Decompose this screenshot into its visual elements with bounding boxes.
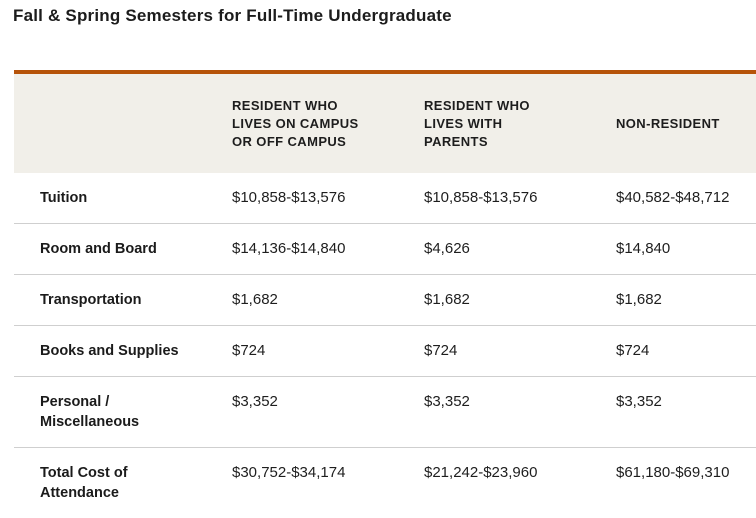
cell-tuition-resident-parents: $10,858-$13,576 [398,173,590,224]
row-label-tuition: Tuition [14,173,206,224]
cell-room-non-resident: $14,840 [590,224,756,275]
row-label-books-and-supplies: Books and Supplies [14,326,206,377]
row-label-room-and-board: Room and Board [14,224,206,275]
cell-personal-non-resident: $3,352 [590,377,756,448]
cost-table-section: RESIDENT WHO LIVES ON CAMPUS OR OFF CAMP… [14,70,756,518]
cell-books-resident-parents: $724 [398,326,590,377]
cell-tuition-non-resident: $40,582-$48,712 [590,173,756,224]
column-header-blank [14,72,206,173]
column-header-non-resident: NON-RESIDENT [590,72,756,173]
cell-transportation-resident-campus: $1,682 [206,275,398,326]
cell-total-non-resident: $61,180-$69,310 [590,448,756,518]
cell-transportation-resident-parents: $1,682 [398,275,590,326]
row-label-total-cost: Total Cost of Attendance [14,448,206,518]
row-label-transportation: Transportation [14,275,206,326]
cell-room-resident-parents: $4,626 [398,224,590,275]
row-label-personal-miscellaneous: Personal / Miscellaneous [14,377,206,448]
cell-room-resident-campus: $14,136-$14,840 [206,224,398,275]
page-title: Fall & Spring Semesters for Full-Time Un… [0,0,756,26]
table-row-books-and-supplies: Books and Supplies $724 $724 $724 [14,326,756,377]
cell-total-resident-campus: $30,752-$34,174 [206,448,398,518]
cell-books-non-resident: $724 [590,326,756,377]
table-row-total-cost: Total Cost of Attendance $30,752-$34,174… [14,448,756,518]
cell-books-resident-campus: $724 [206,326,398,377]
cell-tuition-resident-campus: $10,858-$13,576 [206,173,398,224]
table-row-room-and-board: Room and Board $14,136-$14,840 $4,626 $1… [14,224,756,275]
cell-personal-resident-campus: $3,352 [206,377,398,448]
cell-personal-resident-parents: $3,352 [398,377,590,448]
cost-of-attendance-table: RESIDENT WHO LIVES ON CAMPUS OR OFF CAMP… [14,70,756,518]
table-row-transportation: Transportation $1,682 $1,682 $1,682 [14,275,756,326]
cell-transportation-non-resident: $1,682 [590,275,756,326]
column-header-resident-on-off-campus: RESIDENT WHO LIVES ON CAMPUS OR OFF CAMP… [206,72,398,173]
table-row-personal-miscellaneous: Personal / Miscellaneous $3,352 $3,352 $… [14,377,756,448]
cell-total-resident-parents: $21,242-$23,960 [398,448,590,518]
table-row-tuition: Tuition $10,858-$13,576 $10,858-$13,576 … [14,173,756,224]
column-header-resident-with-parents: RESIDENT WHO LIVES WITH PARENTS [398,72,590,173]
table-header-row: RESIDENT WHO LIVES ON CAMPUS OR OFF CAMP… [14,72,756,173]
